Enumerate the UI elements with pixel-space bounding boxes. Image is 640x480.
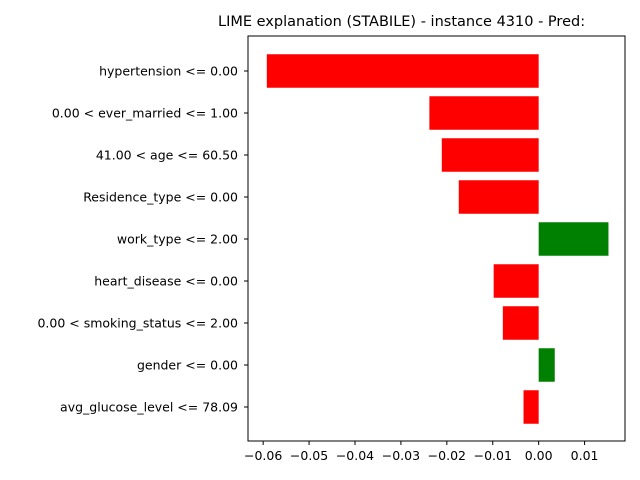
bar xyxy=(266,54,539,88)
bar xyxy=(538,222,609,256)
x-tick-label: −0.06 xyxy=(244,448,282,463)
x-tick-label: −0.03 xyxy=(382,448,420,463)
y-tick-label: 0.00 < smoking_status <= 2.00 xyxy=(37,316,238,331)
y-tick-labels: hypertension <= 0.00 0.00 < ever_married … xyxy=(37,64,248,415)
y-tick-label: avg_glucose_level <= 78.09 xyxy=(60,400,238,415)
y-tick-label: work_type <= 2.00 xyxy=(117,232,238,247)
y-tick-label: 41.00 < age <= 60.50 xyxy=(96,148,238,163)
x-tick-label: 0.00 xyxy=(525,448,553,463)
bar xyxy=(458,180,539,214)
y-tick-label: gender <= 0.00 xyxy=(137,358,238,373)
y-tick-label: 0.00 < ever_married <= 1.00 xyxy=(52,106,238,121)
x-ticks: −0.06 −0.05 −0.04 −0.03 −0.02 −0.01 0.00 0.01 xyxy=(244,441,599,463)
bar xyxy=(538,348,555,382)
bars-group xyxy=(266,54,609,424)
x-tick-label: −0.05 xyxy=(290,448,328,463)
y-tick-label: hypertension <= 0.00 xyxy=(99,64,238,79)
bar xyxy=(502,306,539,340)
y-tick-label: heart_disease <= 0.00 xyxy=(94,274,238,289)
bar xyxy=(429,96,539,130)
bar xyxy=(523,390,539,424)
chart-title: LIME explanation (STABILE) - instance 43… xyxy=(218,14,585,30)
x-tick-label: −0.04 xyxy=(336,448,374,463)
bar xyxy=(493,264,539,298)
bar xyxy=(441,138,539,172)
y-tick-label: Residence_type <= 0.00 xyxy=(83,190,238,205)
x-tick-label: −0.02 xyxy=(428,448,466,463)
x-tick-label: 0.01 xyxy=(571,448,599,463)
x-tick-label: −0.01 xyxy=(474,448,512,463)
plot-area-frame xyxy=(247,35,626,442)
